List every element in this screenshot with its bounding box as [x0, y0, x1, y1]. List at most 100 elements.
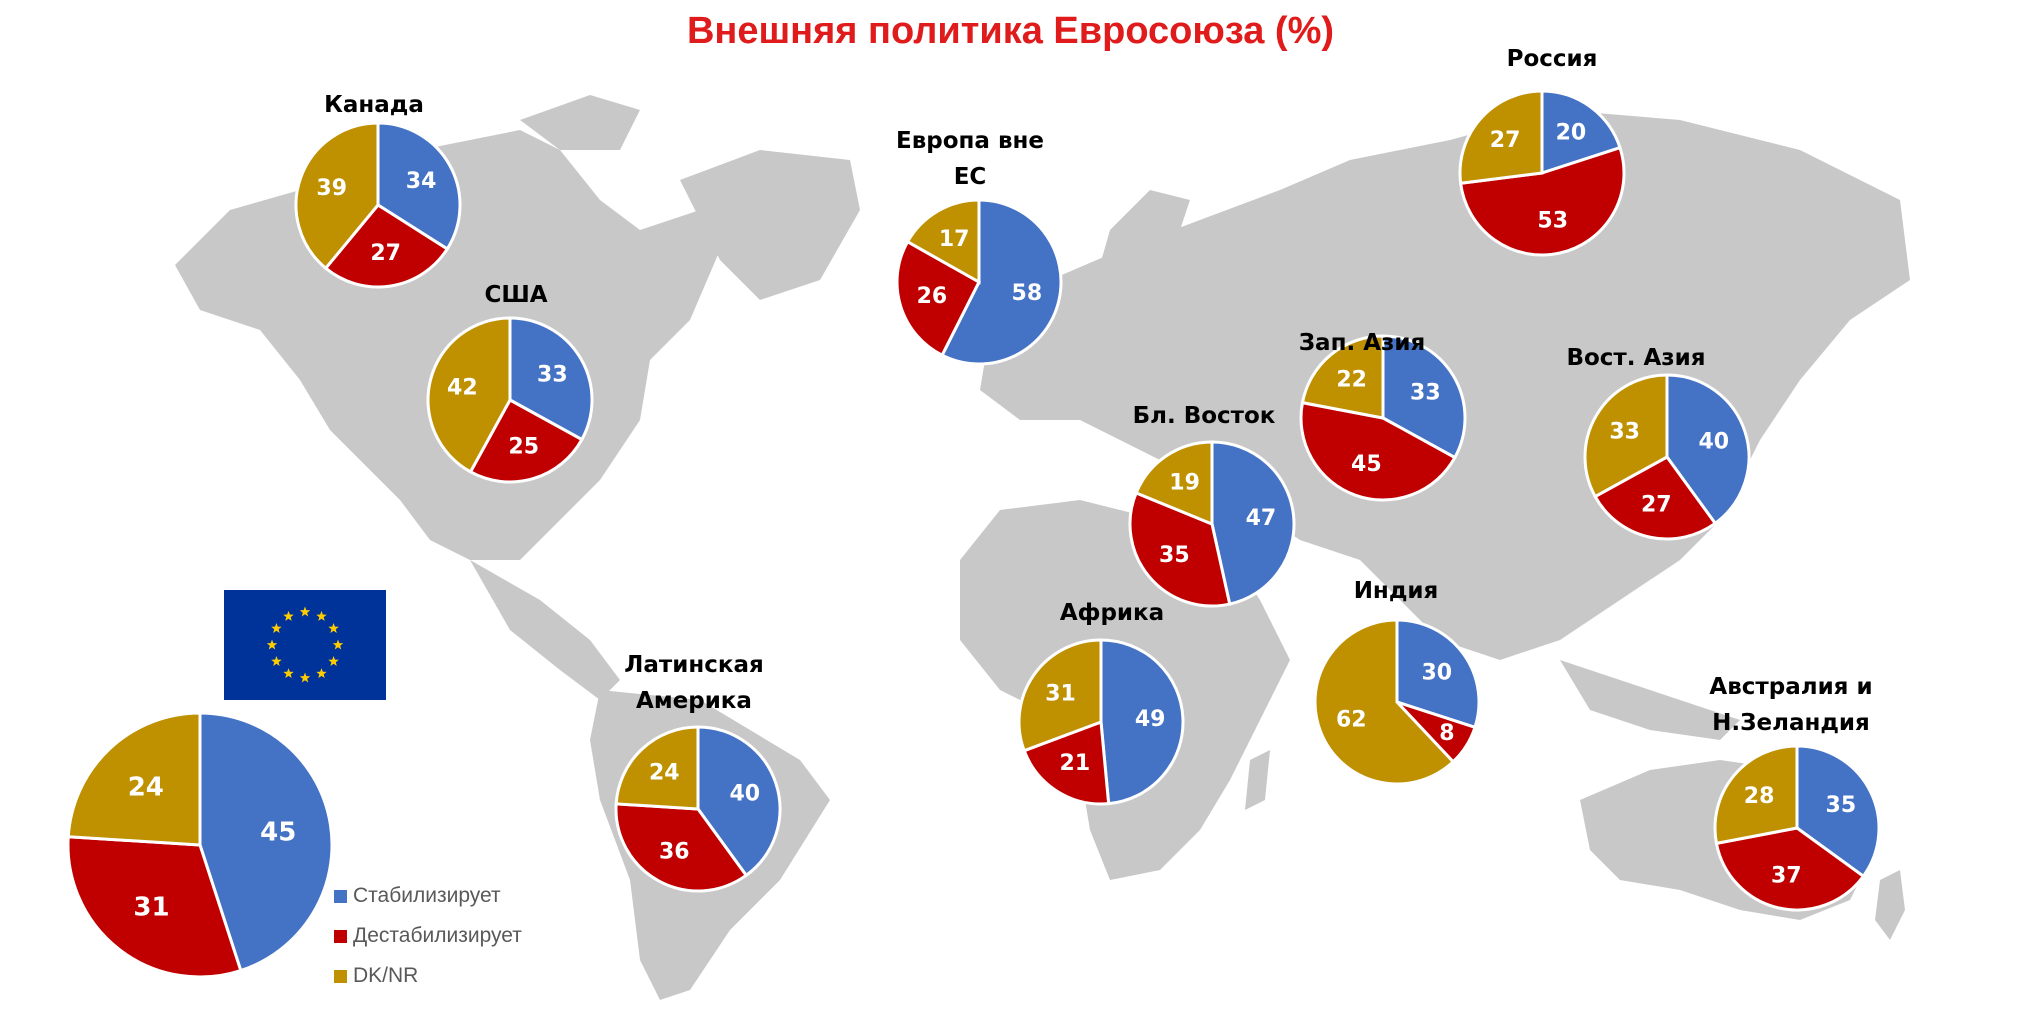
pie-slice-stabilizes	[1665, 373, 1751, 526]
pie-slice-destabilizes	[323, 203, 450, 289]
legend-label-destabilizes: Дестабилизирует	[353, 924, 522, 947]
eu-star-icon	[271, 623, 282, 633]
arctic-islands-shape	[520, 95, 640, 150]
pie-slice-destabilizes	[1714, 826, 1866, 912]
data-label-stabilizes: 34	[406, 169, 437, 194]
legend-swatch-dknr	[334, 969, 347, 983]
data-label-destabilizes: 45	[1351, 452, 1382, 477]
pie-region-2: 33 25 42	[426, 316, 594, 484]
pie-slice-dknr	[1713, 744, 1799, 846]
eu-star-icon	[328, 656, 339, 666]
legend-swatch-destabilizes	[334, 929, 347, 943]
legend-item-destabilizes: Дестабилизирует	[334, 916, 522, 956]
pie-slice-dknr	[1313, 618, 1456, 786]
region-labels-layer: Канада США Европа вне ЕС Россия Зап. Азия Бл. …	[324, 46, 1872, 736]
series-label: Индия	[1354, 578, 1439, 604]
pie-slice-stabilizes	[696, 725, 782, 878]
greenland-shape	[680, 150, 860, 300]
legend-swatch-stabilizes	[334, 889, 347, 903]
data-label-stabilizes: 35	[1826, 793, 1857, 818]
eu-stars-icon	[266, 606, 344, 683]
pie-region-1: 34 27 39	[294, 121, 462, 289]
eu-star-icon	[332, 639, 344, 650]
central-america-shape	[470, 560, 620, 700]
southeast-asia-shape	[1560, 660, 1740, 740]
pie-slice-dknr	[66, 711, 202, 847]
eu-star-icon	[283, 668, 294, 679]
data-label-dknr: 33	[1609, 419, 1640, 444]
series-label: Австралия и	[1709, 674, 1872, 700]
pie-slice-stabilizes	[940, 198, 1063, 366]
pie-region-7: 40 27 33	[1583, 373, 1751, 541]
series-label: ЕС	[954, 164, 987, 190]
data-label-stabilizes: 45	[260, 818, 296, 848]
data-label-stabilizes: 40	[1698, 429, 1729, 454]
pie-slice-stabilizes	[198, 711, 334, 973]
data-label-stabilizes: 20	[1556, 121, 1587, 146]
eu-star-icon	[271, 656, 282, 666]
pie-region-3: 58 26 17	[895, 198, 1063, 366]
pie-slice-stabilizes	[508, 316, 594, 442]
legend-label-dknr: DK/NR	[353, 964, 419, 987]
pie-slice-destabilizes	[1593, 455, 1718, 541]
data-label-dknr: 39	[316, 176, 347, 201]
pie-slice-destabilizes	[895, 239, 981, 358]
series-label: Зап. Азия	[1299, 330, 1426, 356]
pie-slice-dknr	[1300, 334, 1385, 420]
data-label-destabilizes: 27	[370, 241, 401, 266]
data-label-stabilizes: 30	[1421, 661, 1452, 686]
chart-title: Внешняя политика Евросоюза (%)	[686, 10, 1335, 52]
series-label: Вост. Азия	[1566, 345, 1705, 371]
pie-region-5: 33 45 22	[1299, 334, 1467, 502]
data-label-destabilizes: 53	[1537, 209, 1568, 234]
eu-star-icon	[283, 610, 294, 621]
legend: Стабилизирует Дестабилизирует DK/NR	[334, 876, 522, 996]
eu-star-icon	[299, 606, 311, 617]
pie-region-11: 35 37 28	[1713, 744, 1881, 912]
data-label-dknr: 17	[939, 227, 970, 252]
series-label: Бл. Восток	[1133, 403, 1276, 429]
data-label-dknr: 27	[1490, 128, 1521, 153]
pie-slice-destabilizes	[66, 835, 243, 979]
series-label: Африка	[1060, 600, 1164, 626]
data-label-destabilizes: 35	[1159, 543, 1190, 568]
pie-slice-destabilizes	[1458, 145, 1626, 257]
data-label-destabilizes: 25	[508, 435, 539, 460]
series-label: Россия	[1507, 46, 1598, 72]
pie-region-10: 40 36 24	[614, 725, 782, 893]
series-label: Н.Зеландия	[1712, 710, 1870, 736]
pie-slice-dknr	[1017, 638, 1103, 753]
pie-slice-destabilizes	[1022, 719, 1111, 806]
eu-star-icon	[316, 610, 327, 621]
data-label-destabilizes: 31	[133, 893, 169, 923]
pie-charts-layer: 45 31 24 34 27 39 33 25 42 58 26 17 20 53 27 33 45 22 47 35…	[66, 89, 1881, 979]
data-label-stabilizes: 47	[1246, 506, 1277, 531]
pie-slice-stabilizes	[1381, 334, 1467, 460]
scandinavia-shape	[1090, 190, 1190, 310]
pie-slice-dknr	[905, 198, 981, 285]
data-label-destabilizes: 37	[1771, 864, 1802, 889]
data-label-destabilizes: 8	[1439, 721, 1454, 746]
data-label-destabilizes: 36	[659, 840, 690, 865]
pie-slice-dknr	[1583, 373, 1669, 499]
series-label: Канада	[324, 92, 424, 118]
pie-slice-destabilizes	[468, 397, 584, 484]
data-label-dknr: 24	[128, 772, 164, 802]
series-label: США	[484, 282, 547, 308]
data-label-stabilizes: 33	[537, 362, 568, 387]
pie-slice-dknr	[1458, 89, 1544, 185]
pie-slice-dknr	[426, 316, 512, 474]
data-label-stabilizes: 58	[1012, 281, 1043, 306]
pie-slice-destabilizes	[1299, 400, 1457, 502]
data-label-dknr: 22	[1336, 368, 1367, 393]
eu-star-icon	[266, 639, 278, 650]
legend-item-stabilizes: Стабилизирует	[334, 876, 522, 916]
data-label-destabilizes: 26	[917, 284, 948, 309]
pie-region-4: 20 53 27	[1458, 89, 1626, 257]
data-label-dknr: 24	[649, 761, 680, 786]
pie-slice-dknr	[614, 725, 700, 811]
data-label-destabilizes: 21	[1060, 751, 1091, 776]
pie-slice-dknr	[1134, 440, 1214, 527]
pie-region-6: 47 35 19	[1128, 440, 1296, 608]
